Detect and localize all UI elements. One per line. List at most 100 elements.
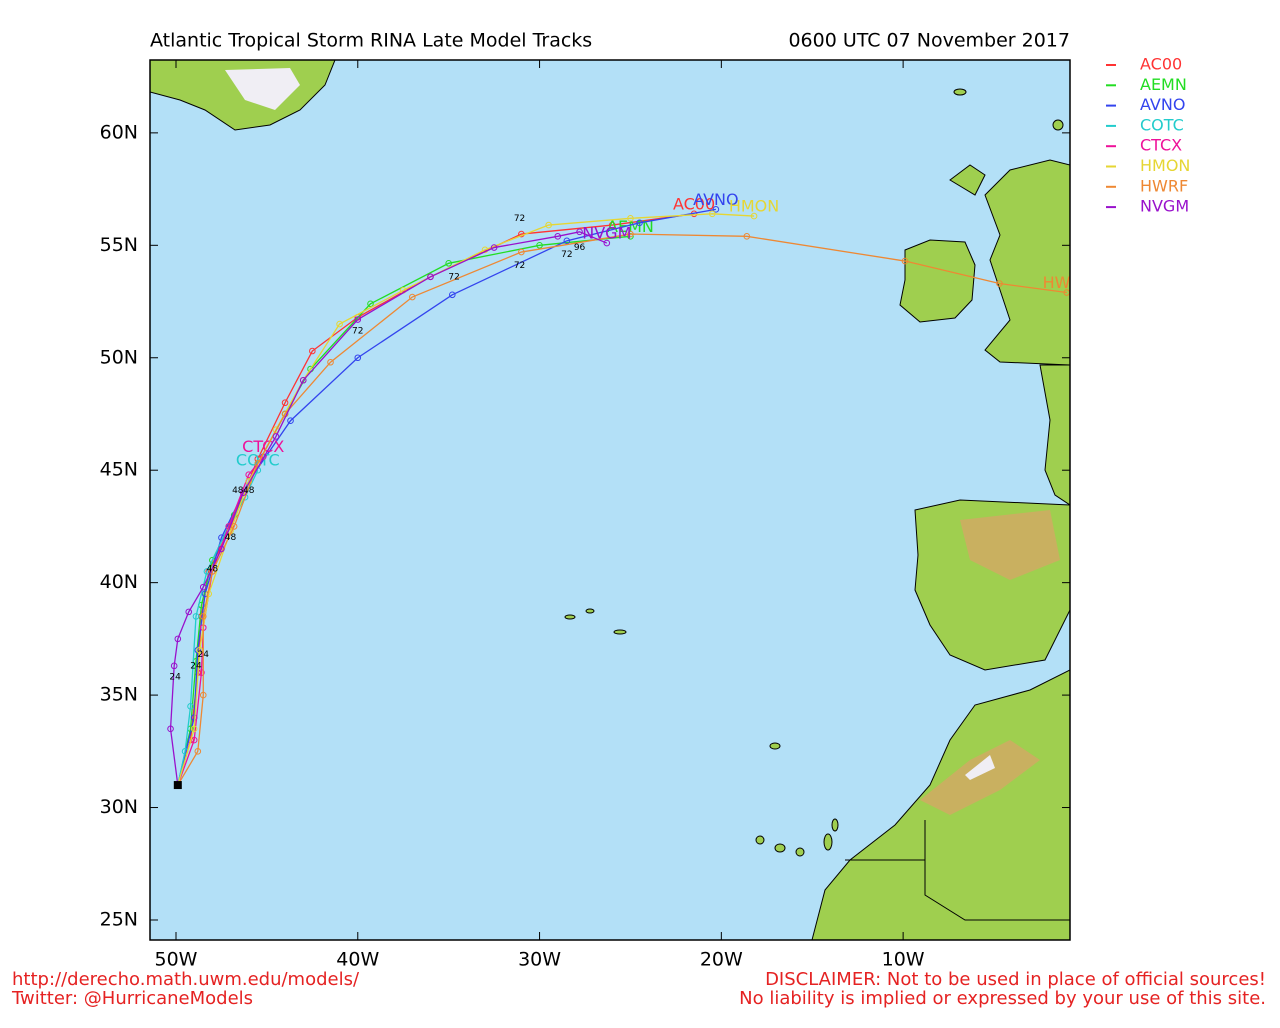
y-tick-label: 50N [100,346,138,368]
x-tick-label: 30W [518,949,561,971]
track-line [169,231,608,786]
y-tick-label: 45N [100,459,138,481]
track-point [636,219,643,227]
y-tick-label: 30N [100,796,138,818]
track-point [603,239,611,247]
track-point [554,233,562,240]
track-point [518,248,525,256]
track-point [192,613,200,620]
track-point [367,300,374,308]
track-point [167,725,174,733]
track-end-label: AVNO [693,190,738,209]
chart-title: Atlantic Tropical Storm RINA Late Model … [150,30,592,52]
track-point [199,691,207,699]
legend-label: COTC [1140,115,1184,134]
legend-label: AVNO [1140,95,1185,114]
track-point [239,489,247,496]
y-tick-label: 25N [100,908,138,930]
track-point [901,257,909,265]
legend-label: AEMN [1140,75,1187,94]
track-point [563,237,571,245]
track-point [281,399,289,407]
track-point [245,471,253,478]
track-point [743,233,751,240]
track-point [427,273,434,281]
track-point [608,221,616,229]
legend-label: NVGM [1140,197,1189,216]
hour-label: 24 [198,650,210,660]
chart-subtitle: 0600 UTC 07 November 2017 [788,30,1070,52]
x-tick-label: 20W [700,949,743,971]
track-end-label: HWRF [1043,273,1091,292]
hour-label: 96 [574,243,586,253]
track-line [177,208,717,786]
tracks: AC00AEMNAVNOCOTCCTCXHMONHWRFNVGM72727272… [167,190,1091,790]
track-point [190,725,198,733]
track-point [336,320,343,328]
track-point [309,347,316,355]
legend-label: AC00 [1140,55,1182,74]
track-end-label: CTCX [242,437,284,456]
hour-label: 48 [243,486,255,496]
footer-liability: No liability is implied or expressed by … [739,988,1266,1009]
x-tick-label: 50W [155,949,198,971]
track-point [545,221,552,229]
hour-label: 24 [190,661,202,671]
track-point [996,280,1003,287]
y-tick-label: 40N [100,571,138,593]
track-line [177,469,259,786]
track-point [327,358,334,366]
track-line [177,233,1067,786]
track-point [194,646,202,654]
track-point [287,417,294,425]
hour-label: 72 [514,261,525,271]
track-point [199,583,207,591]
track-point [354,316,362,323]
hour-label: 48 [225,533,237,543]
track-point [174,635,182,643]
x-tick-label: 10W [882,949,925,971]
footer-url: http://derecho.math.uwm.edu/models/ [12,969,360,990]
track-point [627,215,634,222]
land [150,60,1070,940]
track-point [187,703,194,710]
hour-label: 72 [448,272,459,282]
hour-label: 24 [169,673,181,683]
track-end-label: AC00 [673,194,715,213]
track-point [490,244,498,251]
footer-disclaimer: DISCLAIMER: Not to be used in place of o… [765,969,1266,990]
track-point [449,291,456,299]
track-point [712,206,720,213]
track-point [196,646,203,654]
track-point [576,228,583,236]
legend-label: HWRF [1140,176,1188,195]
legend-label: CTCX [1140,136,1182,155]
hour-label: 48 [207,565,219,575]
track-point [230,523,238,530]
track-point [445,260,452,267]
track-end-label: NVGM [582,224,631,243]
ocean [150,60,1070,940]
storm-start [173,781,182,790]
track-point [354,354,362,362]
y-tick-label: 60N [100,121,138,143]
track-point [194,748,202,755]
track-point [218,545,225,553]
y-tick-label: 35N [100,684,138,706]
track-point [170,662,178,670]
track-point [536,242,543,249]
hour-label: 72 [561,250,572,260]
hour-label: 72 [352,326,363,336]
plot-frame [149,59,1071,941]
track-point [199,613,207,620]
track-point [185,608,193,616]
track-point [708,210,716,218]
track-point [409,293,416,301]
track-point [750,212,758,220]
track-point [272,433,280,440]
hour-label: 48 [232,486,244,496]
x-tick-label: 40W [336,949,379,971]
track-point [627,230,634,238]
track-end-label: HMON [729,197,779,216]
